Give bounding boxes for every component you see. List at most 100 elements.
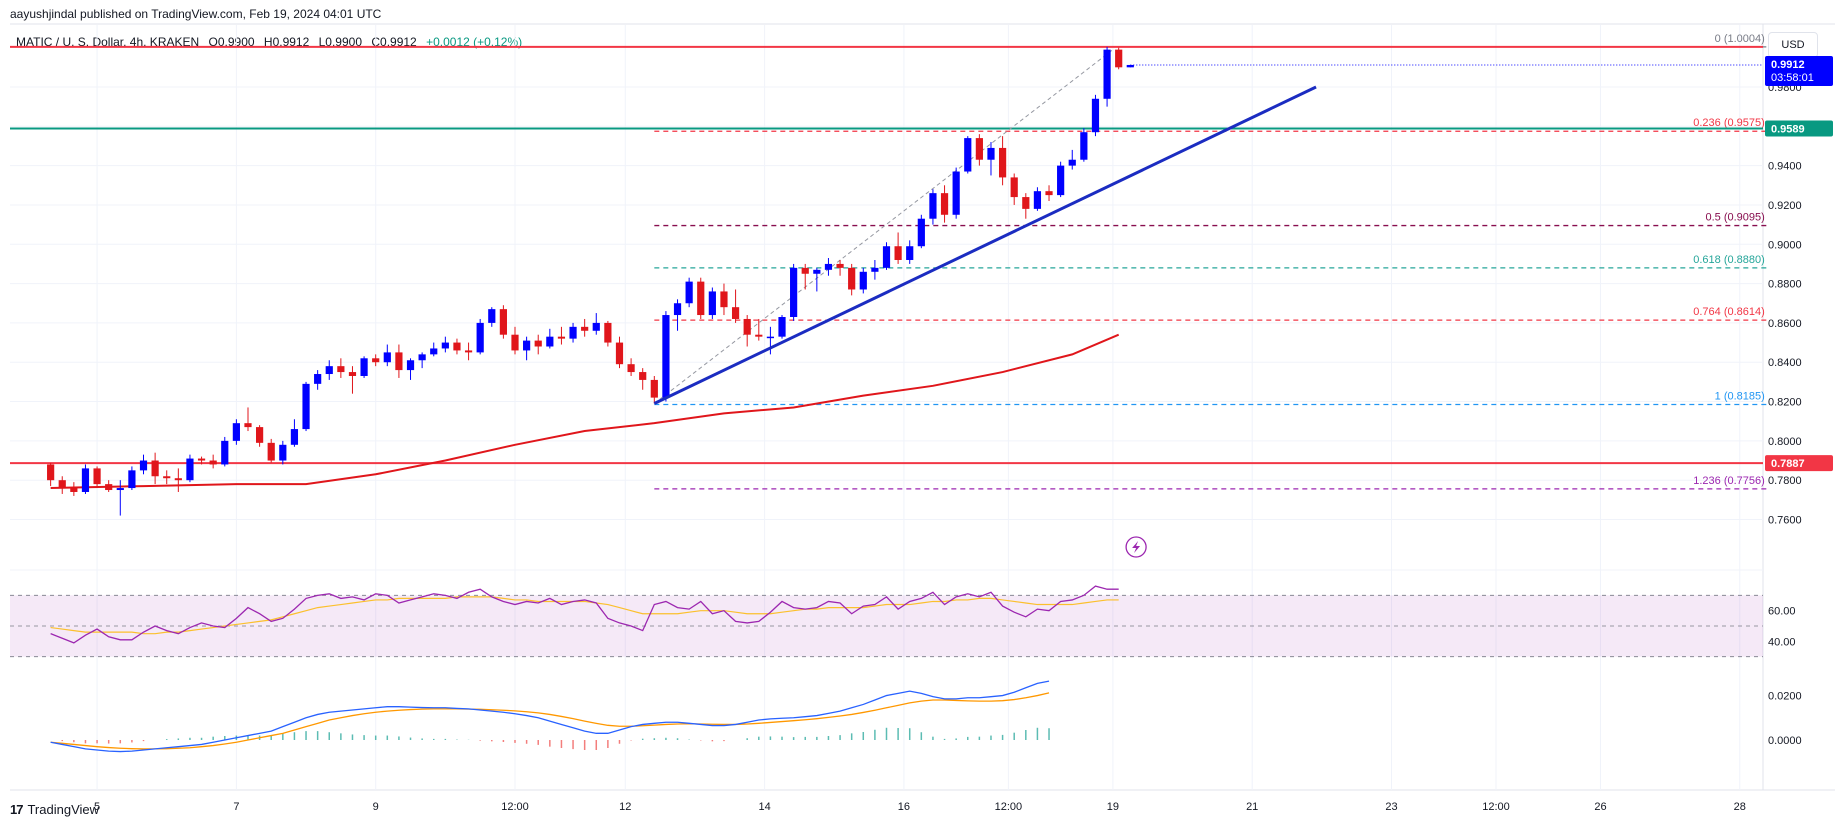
candle-body xyxy=(917,218,925,247)
fib-level-label: 1 (0.8185) xyxy=(1715,390,1765,402)
candle-body xyxy=(604,322,612,343)
candle-body xyxy=(174,478,182,481)
candle-body xyxy=(1045,191,1053,196)
candle-body xyxy=(1126,64,1134,68)
candle-body xyxy=(302,383,310,430)
candle-body xyxy=(929,193,937,219)
time-tick-label: 12:00 xyxy=(995,801,1023,813)
time-tick-label: 16 xyxy=(898,801,910,813)
time-tick-label: 26 xyxy=(1594,801,1606,813)
candle-body xyxy=(1033,191,1042,209)
price-tick-label: 0.8600 xyxy=(1768,318,1802,330)
legend-open: O0.9900 xyxy=(208,35,255,49)
candles xyxy=(47,46,1317,516)
fib-level-label: 0.618 (0.8880) xyxy=(1693,254,1765,266)
candle-body xyxy=(360,358,368,376)
candle-body xyxy=(964,138,972,172)
candle-body xyxy=(348,372,357,376)
candle-body xyxy=(221,440,229,465)
time-tick-label: 12:00 xyxy=(501,801,529,813)
candle-body xyxy=(430,348,438,355)
candle-body xyxy=(673,303,682,316)
rsi-ma-line xyxy=(50,596,1119,635)
candle-body xyxy=(859,271,867,290)
candle-body xyxy=(998,147,1007,178)
candle-body xyxy=(906,246,914,260)
fib-level-label: 0.764 (0.8614) xyxy=(1693,306,1765,318)
candle-body xyxy=(314,374,322,384)
candle-body xyxy=(523,340,531,351)
price-tick-label: 0.8800 xyxy=(1768,279,1802,291)
fib-level-label: 0.5 (0.9095) xyxy=(1705,212,1764,224)
candle-body xyxy=(871,267,879,272)
candle-body xyxy=(128,470,136,489)
overlay-layer: 0 (1.0004) 0.236 (0.9575) 0.5 (0.9095) 0.61… xyxy=(10,33,1769,558)
candle-body xyxy=(708,291,716,316)
ema-line xyxy=(50,333,1120,490)
time-tick-label: 7 xyxy=(233,801,239,813)
candle-body xyxy=(151,460,159,477)
candle-body xyxy=(499,309,507,335)
candle-body xyxy=(406,360,415,371)
time-tick-label: 28 xyxy=(1734,801,1746,813)
candle-body xyxy=(1080,132,1088,160)
price-tick-label: 0.8000 xyxy=(1768,436,1802,448)
candle-body xyxy=(395,352,403,371)
candle-body xyxy=(105,484,113,491)
candle-body xyxy=(778,317,786,337)
candle-body xyxy=(592,322,600,331)
candle-body xyxy=(1103,49,1111,99)
candle-body xyxy=(116,488,124,491)
legend-symbol[interactable]: MATIC / U. S. Dollar, 4h, KRAKEN xyxy=(16,35,200,49)
grid-layer xyxy=(10,23,1835,791)
candle-body xyxy=(337,366,345,373)
candle-body xyxy=(1115,49,1123,68)
time-tick-label: 5 xyxy=(94,801,100,813)
candle-body xyxy=(93,468,101,485)
last-price-tag: 0.9912 xyxy=(1771,59,1805,71)
time-axis: 5 7 9 12:00 12 14 16 12:00 19 21 23 12:00 26 28 xyxy=(94,801,1746,813)
candle-body xyxy=(464,350,473,353)
price-tick-label: 0.9000 xyxy=(1768,239,1802,251)
legend-change: +0.0012 (+0.12%) xyxy=(426,35,523,49)
candle-body xyxy=(511,334,519,351)
rsi-line xyxy=(50,585,1119,644)
candle-body xyxy=(813,269,821,274)
candle-body xyxy=(383,352,391,363)
macd-line xyxy=(50,680,1050,753)
candle-body xyxy=(186,458,194,481)
time-tick-label: 23 xyxy=(1385,801,1397,813)
candle-body xyxy=(1057,165,1065,196)
candle-body xyxy=(441,342,449,349)
time-tick-label: 12:00 xyxy=(1482,801,1510,813)
candle-body xyxy=(650,379,658,398)
candle-body xyxy=(882,246,891,268)
candle-body xyxy=(58,480,66,489)
candle-body xyxy=(662,315,670,398)
rsi-band xyxy=(10,595,1763,657)
support-price-tag-bg xyxy=(1765,120,1833,137)
candle-body xyxy=(209,460,217,465)
candle-body xyxy=(766,336,775,339)
candle-body xyxy=(1010,177,1018,198)
candle-body xyxy=(418,354,426,361)
candle-body xyxy=(581,326,589,331)
candle-body xyxy=(1091,98,1100,133)
price-tick-label: 0.9200 xyxy=(1768,200,1802,212)
candle-body xyxy=(279,444,287,461)
candle-body xyxy=(1022,197,1030,209)
candle-body xyxy=(952,171,960,215)
support-price-tag: 0.9589 xyxy=(1771,123,1805,135)
candle-body xyxy=(290,429,299,445)
symbol-legend: MATIC / U. S. Dollar, 4h, KRAKEN O0.9900… xyxy=(16,35,522,49)
candle-body xyxy=(476,322,484,353)
candle-body xyxy=(940,193,949,215)
candle-body xyxy=(685,281,693,304)
currency-button[interactable]: USD xyxy=(1768,32,1818,58)
time-tick-label: 9 xyxy=(373,801,379,813)
price-tick-label: 0.9400 xyxy=(1768,161,1802,173)
candle-body xyxy=(244,423,252,428)
macd-signal-line xyxy=(50,692,1050,750)
tradingview-logo[interactable]: 17 TradingView xyxy=(10,802,99,817)
